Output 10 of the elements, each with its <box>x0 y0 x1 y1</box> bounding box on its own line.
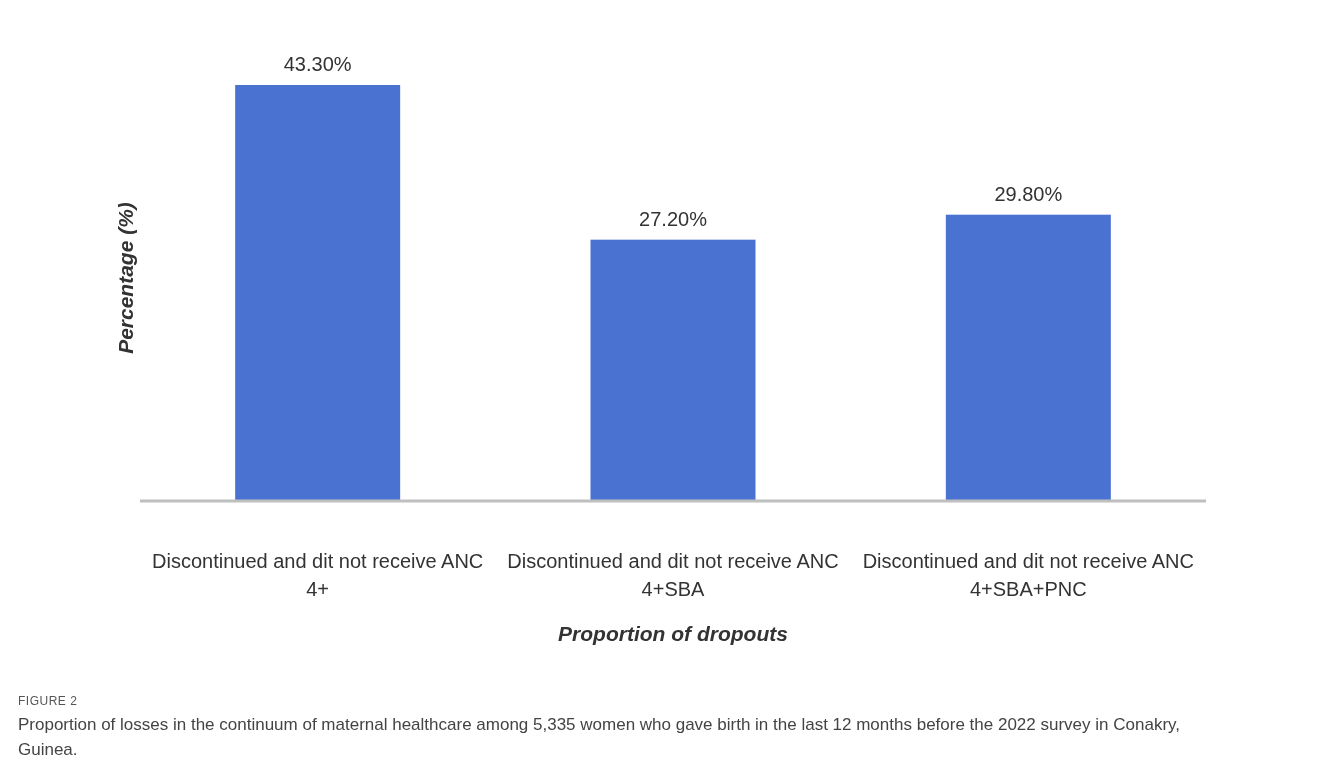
y-axis-title: Percentage (%) <box>114 202 137 354</box>
x-tick-label: Discontinued and dit not receive ANC 4+ <box>152 550 484 600</box>
caption: FIGURE 2 <box>18 694 78 708</box>
data-label: 43.30% <box>283 53 352 75</box>
data-label: 27.20% <box>639 207 708 230</box>
x-axis-title: Proportion of dropouts <box>558 622 788 645</box>
data-label: 29.80% <box>994 182 1063 205</box>
x-tick-label: Discontinued and dit not receive ANC 4+SBA <box>507 550 839 600</box>
text: Proportion of losses in the continuum of maternal healthcare among 5,335 women who gave birth in the last 12 months before the 2022 survey in Conakry, Guinea. <box>18 715 1181 759</box>
x-tick-label: Discontinued and dit not receive ANC 4+SBA+PNC <box>862 550 1194 600</box>
